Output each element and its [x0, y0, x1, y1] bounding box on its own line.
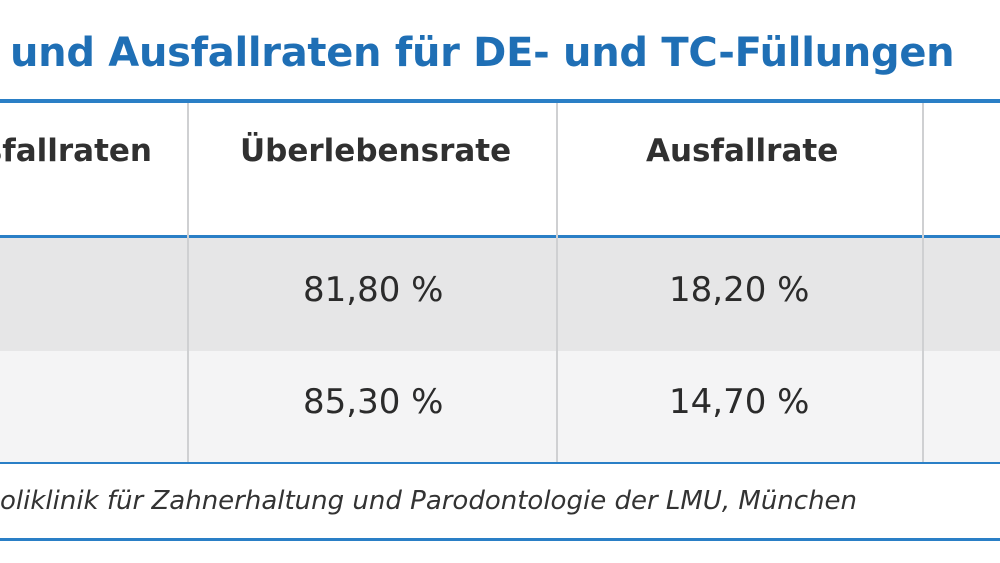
column-divider: [922, 103, 924, 462]
source-footnote: oliklinik für Zahnerhaltung und Parodont…: [0, 464, 1000, 538]
row1-failure: 18,20 %: [669, 270, 810, 310]
table-title-text: und Ausfallraten für DE- und TC-Füllunge…: [10, 30, 955, 76]
table-row: [0, 238, 1000, 351]
header-cell-failure: Ausfallrate: [646, 133, 839, 169]
header-cell-survival: Überlebensrate: [240, 133, 512, 169]
row2-survival: 85,30 %: [303, 382, 444, 422]
row1-survival: 81,80 %: [303, 270, 444, 310]
header-cell-rates: sfallraten: [0, 133, 152, 169]
footer-rule: [0, 538, 1000, 541]
header-rule: [0, 235, 1000, 239]
column-divider: [556, 103, 558, 462]
top-rule: [0, 99, 1000, 103]
footnote-text: oliklinik für Zahnerhaltung und Parodont…: [0, 486, 858, 516]
table-title: und Ausfallraten für DE- und TC-Füllunge…: [0, 0, 1000, 100]
table-row: [0, 351, 1000, 462]
column-divider: [187, 103, 189, 462]
row2-failure: 14,70 %: [669, 382, 810, 422]
bottom-rule: [0, 462, 1000, 465]
table-header-row: [0, 103, 1000, 235]
